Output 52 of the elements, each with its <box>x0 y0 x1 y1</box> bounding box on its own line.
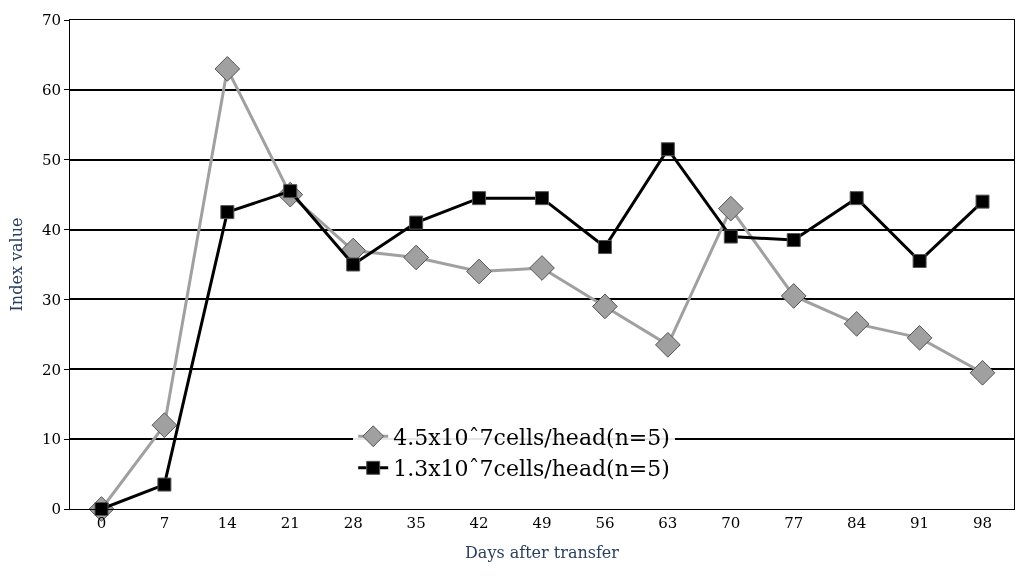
y-tick-label: 60 <box>41 81 61 100</box>
point <box>780 283 807 309</box>
point <box>597 240 612 255</box>
y-tick-label: 10 <box>41 430 61 449</box>
y-tick-label: 70 <box>41 11 61 30</box>
point <box>403 244 429 271</box>
x-tick-label: 70 <box>721 514 741 532</box>
x-tick-label: 56 <box>595 514 615 532</box>
x-tick-label: 35 <box>406 514 426 532</box>
x-tick-label: 28 <box>343 514 363 532</box>
point <box>529 255 555 281</box>
point <box>786 233 801 248</box>
x-tick-label: 84 <box>847 514 867 532</box>
point <box>472 191 487 206</box>
point <box>220 205 235 220</box>
point <box>906 325 933 351</box>
y-tick-label: 20 <box>41 360 61 379</box>
point <box>214 56 241 82</box>
point <box>717 195 744 222</box>
x-tick-label: 21 <box>280 514 300 532</box>
x-tick-label: 98 <box>972 514 993 532</box>
point <box>409 215 424 230</box>
x-tick-label: 42 <box>469 514 489 532</box>
point <box>912 254 927 269</box>
point <box>592 293 618 320</box>
x-axis-title: Days after transfer <box>465 542 620 562</box>
y-axis-title: Index value <box>6 217 26 312</box>
y-tick-label: 40 <box>41 220 61 239</box>
point <box>660 142 675 157</box>
legend-label: 4.5x10ˆ7cells/head(n=5) <box>393 424 670 450</box>
legend-label: 1.3x10ˆ7cells/head(n=5) <box>393 456 670 482</box>
x-tick-label: 49 <box>532 514 552 532</box>
point <box>346 257 361 272</box>
x-tick-label: 7 <box>159 514 170 532</box>
point <box>655 331 681 358</box>
x-tick-label: 91 <box>910 514 930 532</box>
x-tick-label: 63 <box>658 514 678 532</box>
y-tick-label: 50 <box>41 150 61 169</box>
point <box>466 258 492 285</box>
point <box>849 191 864 206</box>
y-tick-label: 30 <box>41 290 61 309</box>
y-tick-label: 0 <box>51 500 61 519</box>
point <box>151 412 178 439</box>
point <box>535 191 549 206</box>
point <box>843 311 870 337</box>
point <box>723 229 738 244</box>
x-tick-label: 77 <box>784 514 804 532</box>
point <box>969 359 996 386</box>
x-tick-label: 0 <box>96 514 107 532</box>
point <box>157 477 172 492</box>
x-tick-label: 14 <box>217 514 237 532</box>
point <box>975 194 990 209</box>
